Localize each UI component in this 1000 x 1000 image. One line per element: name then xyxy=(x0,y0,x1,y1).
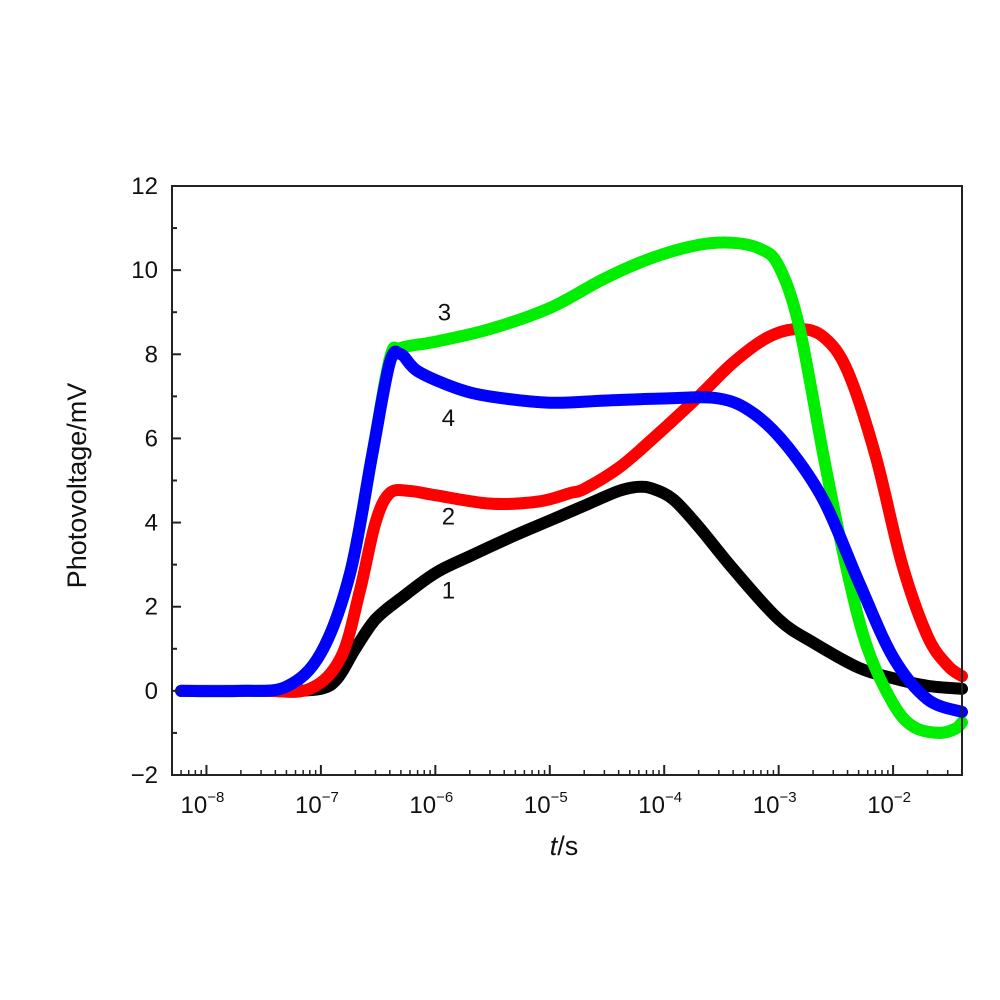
series-2-label: 2 xyxy=(442,504,455,531)
x-tick-label: 10−6 xyxy=(409,789,453,819)
x-tick-exponent: −4 xyxy=(665,789,682,806)
x-tick-exponent: −8 xyxy=(207,789,224,806)
x-tick-base: 10 xyxy=(753,792,780,819)
series-layer xyxy=(175,236,968,739)
y-tick-label: 6 xyxy=(145,425,158,452)
x-tick-base: 10 xyxy=(638,792,665,819)
x-tick-exponent: −2 xyxy=(894,789,911,806)
y-tick-label: 10 xyxy=(131,257,158,284)
x-tick-base: 10 xyxy=(181,792,208,819)
label-layer: 1 2 3 4 xyxy=(438,300,455,605)
x-tick-label: 10−8 xyxy=(181,789,225,819)
series-1-line xyxy=(175,480,968,698)
y-tick-label: 4 xyxy=(145,510,158,537)
x-tick-exponent: −6 xyxy=(436,789,453,806)
y-axis-title: Photovoltage/mV xyxy=(62,383,92,589)
x-axis-title-unit: /s xyxy=(557,831,578,861)
x-axis-title-italic: t xyxy=(550,831,559,861)
y-tick-label: 2 xyxy=(145,594,158,621)
y-tick-label: 8 xyxy=(145,341,158,368)
x-tick-label: 10−7 xyxy=(295,789,339,819)
y-tick-label: 12 xyxy=(131,173,158,200)
series-4-label: 4 xyxy=(442,405,455,432)
x-tick-base: 10 xyxy=(867,792,894,819)
x-tick-label: 10−5 xyxy=(524,789,568,819)
x-axis-title: t/s xyxy=(550,831,579,861)
y-tick-label: 0 xyxy=(145,678,158,705)
x-tick-base: 10 xyxy=(409,792,436,819)
y-tick-label: −2 xyxy=(131,762,158,789)
series-4-line xyxy=(175,345,968,718)
x-tick-base: 10 xyxy=(295,792,322,819)
x-tick-exponent: −5 xyxy=(551,789,568,806)
series-2-line xyxy=(175,323,968,698)
x-tick-label: 10−4 xyxy=(638,789,682,819)
x-tick-label: 10−2 xyxy=(867,789,911,819)
series-3-label: 3 xyxy=(438,300,451,327)
series-1-label: 1 xyxy=(442,577,455,604)
x-tick-label: 10−3 xyxy=(753,789,797,819)
x-tick-exponent: −3 xyxy=(779,789,796,806)
x-tick-base: 10 xyxy=(524,792,551,819)
x-tick-exponent: −7 xyxy=(322,789,339,806)
